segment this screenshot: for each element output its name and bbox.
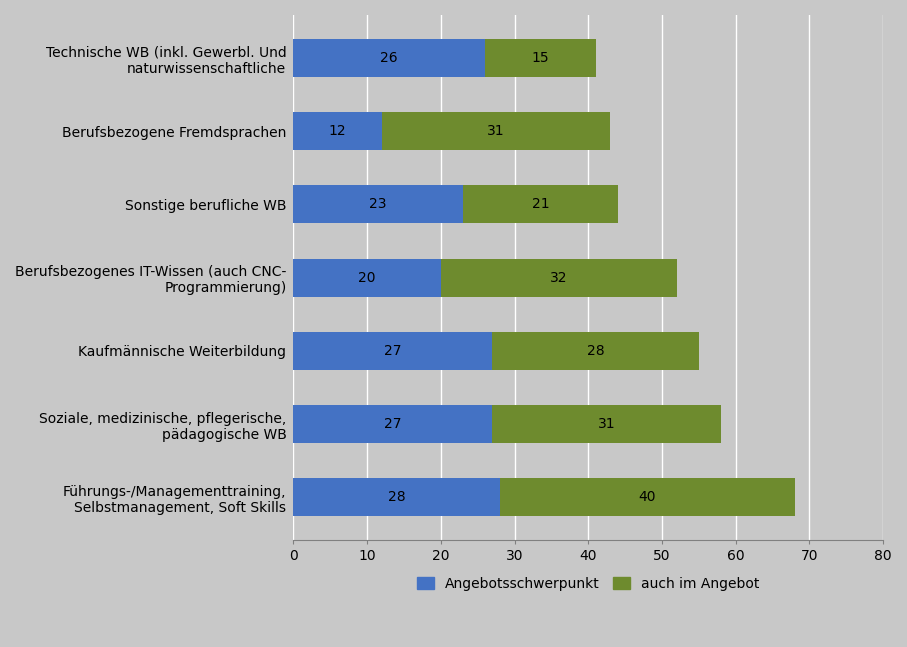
- Text: 28: 28: [387, 490, 405, 505]
- Legend: Angebotsschwerpunkt, auch im Angebot: Angebotsschwerpunkt, auch im Angebot: [412, 571, 766, 597]
- Text: 27: 27: [384, 417, 402, 431]
- Bar: [493, 405, 721, 443]
- Text: 31: 31: [487, 124, 505, 138]
- Text: 40: 40: [639, 490, 656, 505]
- Text: 31: 31: [598, 417, 616, 431]
- Bar: [500, 478, 795, 516]
- Text: 12: 12: [328, 124, 346, 138]
- Bar: [493, 332, 699, 370]
- Bar: [293, 112, 382, 150]
- Text: 20: 20: [358, 270, 375, 285]
- Bar: [293, 259, 441, 297]
- Text: 23: 23: [369, 197, 387, 212]
- Bar: [485, 39, 596, 77]
- Text: 15: 15: [532, 51, 549, 65]
- Bar: [293, 478, 500, 516]
- Text: 26: 26: [380, 51, 398, 65]
- Bar: [293, 332, 493, 370]
- Bar: [441, 259, 677, 297]
- Bar: [463, 186, 618, 223]
- Text: 21: 21: [532, 197, 549, 212]
- Text: 32: 32: [550, 270, 568, 285]
- Text: 27: 27: [384, 344, 402, 358]
- Bar: [293, 39, 485, 77]
- Bar: [293, 405, 493, 443]
- Bar: [382, 112, 610, 150]
- Bar: [293, 186, 463, 223]
- Text: 28: 28: [587, 344, 604, 358]
